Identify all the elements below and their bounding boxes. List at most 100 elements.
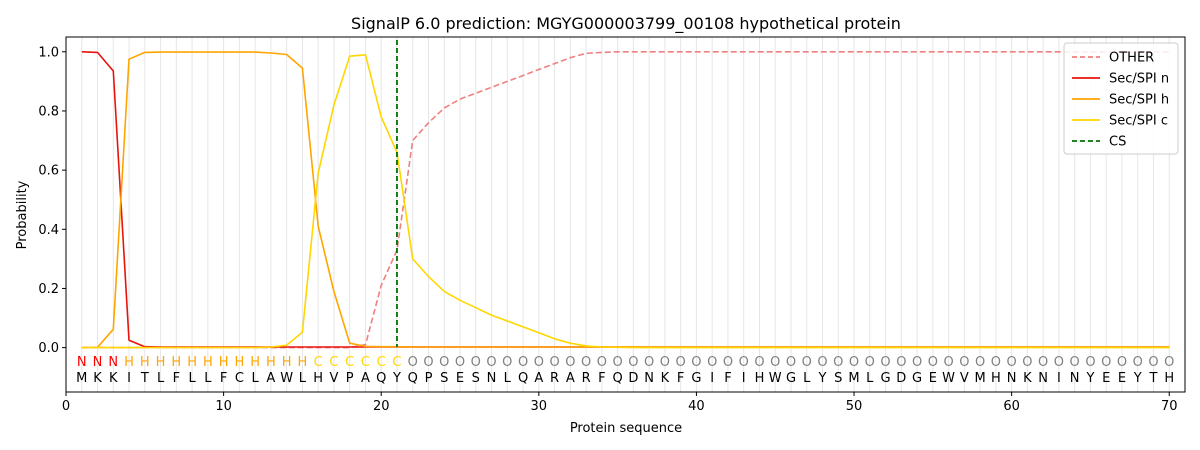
residue-letter: C	[235, 371, 244, 386]
residue-letter: G	[881, 371, 891, 386]
residue-letter: D	[628, 371, 638, 386]
residue-letter: A	[361, 371, 370, 386]
legend-label: Sec/SPI c	[1109, 114, 1168, 129]
residue-letter: N	[487, 371, 497, 386]
series-line-sec-spi-c	[81, 53, 1170, 349]
region-label: O	[486, 355, 496, 370]
region-label: O	[644, 355, 654, 370]
residue-letter: G	[912, 371, 922, 386]
residue-letter: R	[550, 371, 559, 386]
y-axis-label: Probability	[15, 180, 30, 249]
region-label: O	[1085, 355, 1095, 370]
residue-letter: E	[929, 371, 937, 386]
y-tick-label: 0.0	[38, 341, 59, 356]
region-label: C	[314, 355, 323, 370]
series-layer	[81, 40, 1170, 349]
residue-letter: Q	[518, 371, 528, 386]
region-label: O	[471, 355, 481, 370]
region-label: O	[597, 355, 607, 370]
region-label: O	[455, 355, 465, 370]
residue-letter: R	[582, 371, 591, 386]
region-label: H	[266, 355, 276, 370]
region-label: O	[802, 355, 812, 370]
region-label: O	[676, 355, 686, 370]
residue-letter: Q	[613, 371, 623, 386]
y-tick-label: 0.6	[38, 164, 59, 179]
residue-letter: Y	[818, 371, 827, 386]
region-label: O	[565, 355, 575, 370]
legend: OTHER Sec/SPI n Sec/SPI h Sec/SPI c CS	[1063, 42, 1179, 155]
residue-letter: K	[93, 371, 102, 386]
residue-letter: Y	[1133, 371, 1142, 386]
region-label: O	[581, 355, 591, 370]
residue-letter: L	[504, 371, 512, 386]
chart-title: SignalP 6.0 prediction: MGYG000003799_00…	[351, 14, 901, 34]
residue-letter: G	[786, 371, 796, 386]
region-label: N	[108, 355, 118, 370]
residue-letter: N	[1070, 371, 1080, 386]
y-tick-label: 0.2	[38, 282, 59, 297]
region-label: O	[1038, 355, 1048, 370]
region-label: H	[234, 355, 244, 370]
region-label: H	[298, 355, 308, 370]
region-label: O	[613, 355, 623, 370]
x-tick-label: 10	[215, 399, 232, 414]
region-label: O	[959, 355, 969, 370]
region-label: O	[423, 355, 433, 370]
residue-letter: N	[644, 371, 654, 386]
legend-label: CS	[1109, 135, 1126, 150]
residue-letter: M	[76, 371, 87, 386]
region-label: O	[1101, 355, 1111, 370]
region-label: O	[707, 355, 717, 370]
region-label: H	[219, 355, 229, 370]
residue-letter: K	[109, 371, 118, 386]
legend-label: Sec/SPI h	[1109, 93, 1169, 108]
region-label: O	[865, 355, 875, 370]
residue-letter: S	[440, 371, 448, 386]
residue-letter: L	[866, 371, 874, 386]
region-label: O	[534, 355, 544, 370]
residue-letter: V	[960, 371, 969, 386]
legend-label: Sec/SPI n	[1109, 72, 1169, 87]
residue-letter: F	[724, 371, 731, 386]
residue-letter: A	[266, 371, 275, 386]
residue-letter: L	[204, 371, 212, 386]
residue-letter: L	[157, 371, 165, 386]
residue-letter: V	[329, 371, 338, 386]
residue-letter: P	[425, 371, 433, 386]
region-label: C	[392, 355, 401, 370]
residue-letter: F	[220, 371, 227, 386]
region-label: O	[660, 355, 670, 370]
region-label: N	[93, 355, 103, 370]
residue-letter: Y	[1085, 371, 1094, 386]
region-label: H	[187, 355, 197, 370]
region-label: N	[77, 355, 87, 370]
residue-letter: H	[755, 371, 765, 386]
residue-letter: P	[346, 371, 354, 386]
residue-letter: E	[1118, 371, 1126, 386]
residue-letter: L	[299, 371, 307, 386]
region-label: C	[377, 355, 386, 370]
region-label: O	[991, 355, 1001, 370]
region-label: C	[329, 355, 338, 370]
region-label: O	[770, 355, 780, 370]
residue-letter: F	[598, 371, 605, 386]
y-tick-label: 0.4	[38, 223, 59, 238]
x-tick-label: 30	[531, 399, 548, 414]
gridlines	[81, 37, 1170, 392]
x-tick-label: 20	[373, 399, 390, 414]
residue-letter: T	[1149, 371, 1158, 386]
region-label: O	[739, 355, 749, 370]
region-label: O	[1070, 355, 1080, 370]
region-label: C	[361, 355, 370, 370]
residue-letter: I	[710, 371, 714, 386]
region-label: O	[1148, 355, 1158, 370]
residue-letter: H	[1164, 371, 1174, 386]
residue-letter: A	[566, 371, 575, 386]
residue-letter: W	[942, 371, 955, 386]
region-label: C	[345, 355, 354, 370]
region-label: O	[849, 355, 859, 370]
residue-letter: E	[1102, 371, 1110, 386]
residue-letter: Q	[408, 371, 418, 386]
